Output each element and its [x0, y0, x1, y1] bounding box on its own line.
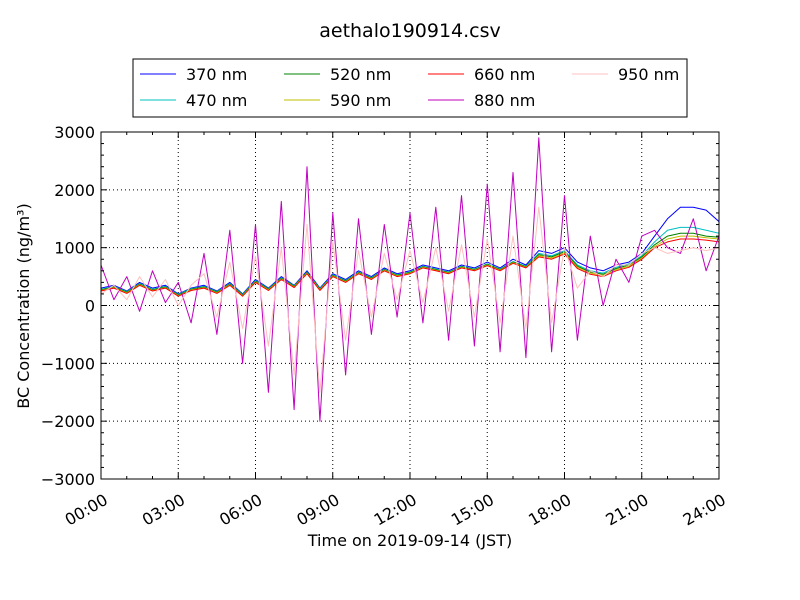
series-line-590-nm — [101, 235, 719, 297]
series-line-880-nm — [101, 137, 719, 422]
legend-label: 880 nm — [474, 91, 535, 110]
series-line-520-nm — [101, 232, 719, 296]
y-tick-label: 2000 — [54, 181, 95, 200]
legend-label: 520 nm — [330, 65, 391, 84]
chart-title: aethalo190914.csv — [319, 20, 501, 42]
x-axis-label: Time on 2019-09-14 (JST) — [307, 531, 512, 550]
legend-label: 950 nm — [618, 65, 679, 84]
legend-box — [132, 58, 688, 118]
y-axis-label: BC Concentration (ng/m³) — [14, 203, 33, 408]
y-tick-label: 1000 — [54, 239, 95, 258]
y-tick-label: −1000 — [41, 354, 95, 373]
legend-label: 660 nm — [474, 65, 535, 84]
grid-lines — [101, 132, 719, 479]
y-tick-labels: −3000 −2000 −1000 0 1000 2000 3000 — [41, 123, 95, 489]
legend: 370 nm 470 nm 520 nm 590 nm 660 nm 880 nm 950 … — [132, 58, 688, 118]
axis-ticks — [100, 131, 720, 480]
series-line-660-nm — [101, 238, 719, 297]
plot-series — [101, 137, 719, 422]
legend-label: 470 nm — [186, 91, 247, 110]
series-line-950-nm — [101, 206, 719, 393]
legend-label: 590 nm — [330, 91, 391, 110]
y-tick-label: 0 — [85, 297, 95, 316]
y-tick-label: −3000 — [41, 470, 95, 489]
y-tick-label: 3000 — [54, 123, 95, 142]
series-group — [101, 137, 719, 422]
y-tick-label: −2000 — [41, 412, 95, 431]
legend-label: 370 nm — [186, 65, 247, 84]
